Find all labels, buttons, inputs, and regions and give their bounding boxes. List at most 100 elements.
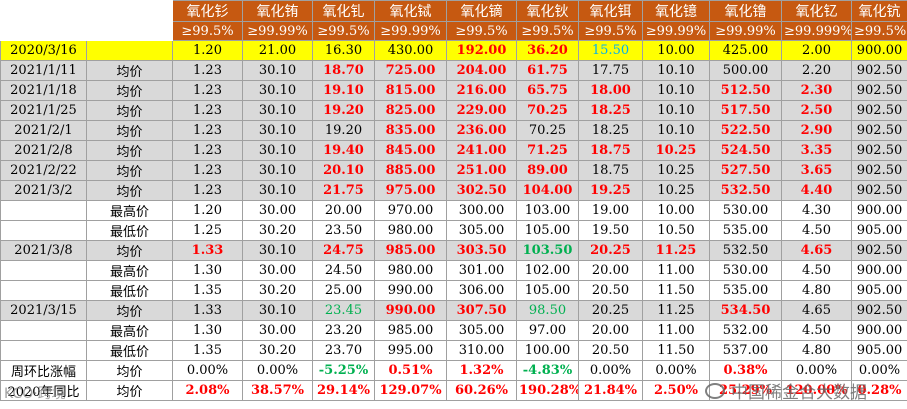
table-row: 最高价 1.30 30.00 23.20 985.00 305.00 97.00 20.00 1… [0,320,907,341]
price-cell: 815.00 [374,80,447,101]
column-header-purity: ≥99.5% [578,21,643,41]
row-label-cell: 最低价 [86,280,173,301]
row-label-cell: 均价 [86,360,173,381]
price-cell: 241.00 [446,140,517,161]
row-date-cell: 2021/2/22 [0,160,87,181]
price-cell: 102.00 [516,260,579,281]
price-cell: 1.23 [172,100,243,121]
row-date-cell [0,260,87,281]
price-cell: 11.50 [642,340,710,361]
price-cell: 905.00 [851,280,907,301]
price-cell: 512.50 [709,80,782,101]
price-cell: 192.00 [446,40,517,61]
price-cell: 900.00 [851,200,907,221]
price-cell: 0.28% [851,380,907,401]
price-cell: 30.00 [242,320,313,341]
table-row: 2021/1/18 均价 1.23 30.10 19.10 815.00 216.00 65.… [0,80,907,101]
row-label-cell: 均价 [86,120,173,141]
price-cell: 537.00 [709,340,782,361]
table-row: 最低价 1.25 30.20 23.50 980.00 305.00 105.00 19.50… [0,220,907,241]
price-cell: 29.14% [312,380,375,401]
price-cell: 30.20 [242,280,313,301]
column-header-name: 氧化镝 [446,0,517,22]
price-cell: 1.35 [172,340,243,361]
price-cell: 0.00% [242,360,313,381]
price-cell: 902.50 [851,120,907,141]
price-cell: 18.25 [578,120,643,141]
row-date-cell [0,340,87,361]
column-header-name: 氧化镱 [642,0,710,22]
price-cell: 835.00 [374,120,447,141]
table-row: 2021/1/11 均价 1.23 30.10 18.70 725.00 204.00 61.… [0,60,907,81]
price-cell: 38.57% [242,380,313,401]
price-cell: 4.80 [781,340,852,361]
price-cell: 15.50 [578,40,643,61]
row-date-cell: 2021/3/15 [0,300,87,321]
table-row: 最高价 1.30 30.00 24.50 980.00 301.00 102.00 20.00… [0,260,907,281]
price-cell: 0.00% [642,360,710,381]
row-label-cell: 最低价 [86,340,173,361]
price-cell: 18.75 [578,140,643,161]
price-cell: 4.50 [781,220,852,241]
price-cell: 970.00 [374,200,447,221]
column-header-purity: ≥99.99% [709,21,782,41]
price-cell: 0.00% [851,360,907,381]
price-cell: 10.25 [642,160,710,181]
price-cell: 20.00 [578,260,643,281]
price-cell: 18.70 [312,60,375,81]
price-cell: 1.30 [172,320,243,341]
price-cell: 30.10 [242,300,313,321]
price-cell: 11.00 [642,260,710,281]
price-cell: 20.25 [578,300,643,321]
price-cell: 10.10 [642,120,710,141]
row-date-cell: 2021/1/18 [0,80,87,101]
price-cell: 4.80 [781,280,852,301]
column-header-name: 氧化镥 [709,0,782,22]
price-cell: 524.50 [709,140,782,161]
price-cell: 18.00 [578,80,643,101]
price-cell: 20.50 [578,340,643,361]
price-cell: 30.10 [242,180,313,201]
table-row: 2021/3/2 均价 1.23 30.10 21.75 975.00 302.50 104.… [0,180,907,201]
row-label-cell: 均价 [86,100,173,121]
price-cell: 19.10 [312,80,375,101]
price-cell: 534.50 [709,300,782,321]
price-cell: 1.23 [172,180,243,201]
price-cell: 975.00 [374,180,447,201]
price-cell: 30.10 [242,100,313,121]
table-row: 2021/2/22 均价 1.23 30.10 20.10 885.00 251.00 89.… [0,160,907,181]
price-cell: 825.00 [374,100,447,121]
table-row: 最高价 1.20 30.00 20.00 970.00 300.00 103.00 19.00… [0,200,907,221]
column-header-purity: ≥99.99% [242,21,313,41]
price-cell: 120.00% [781,380,852,401]
price-cell: 0.51% [374,360,447,381]
price-cell: 1.20 [172,200,243,221]
price-cell: 2.00 [781,40,852,61]
price-cell: 900.00 [851,260,907,281]
row-date-cell [0,220,87,241]
price-cell: 1.23 [172,60,243,81]
price-cell: -4.83% [516,360,579,381]
price-cell: 23.70 [312,340,375,361]
price-cell: 985.00 [374,320,447,341]
row-label-cell: 均价 [86,60,173,81]
price-cell: 100.00 [516,340,579,361]
price-cell: 4.65 [781,300,852,321]
price-cell: 204.00 [446,60,517,81]
price-cell: 4.30 [781,200,852,221]
row-label-cell: 均价 [86,240,173,261]
price-cell: 24.50 [312,260,375,281]
price-cell: 845.00 [374,140,447,161]
column-header-name: 氧化钪 [851,0,907,22]
row-label-cell: 均价 [86,160,173,181]
price-cell: 302.50 [446,180,517,201]
price-cell: 20.25 [578,240,643,261]
price-cell: 305.00 [446,220,517,241]
price-cell: 900.00 [851,40,907,61]
row-label-cell: 最高价 [86,320,173,341]
price-cell: 21.84% [578,380,643,401]
price-cell: 725.00 [374,60,447,81]
price-cell: 990.00 [374,300,447,321]
price-cell: 30.10 [242,120,313,141]
